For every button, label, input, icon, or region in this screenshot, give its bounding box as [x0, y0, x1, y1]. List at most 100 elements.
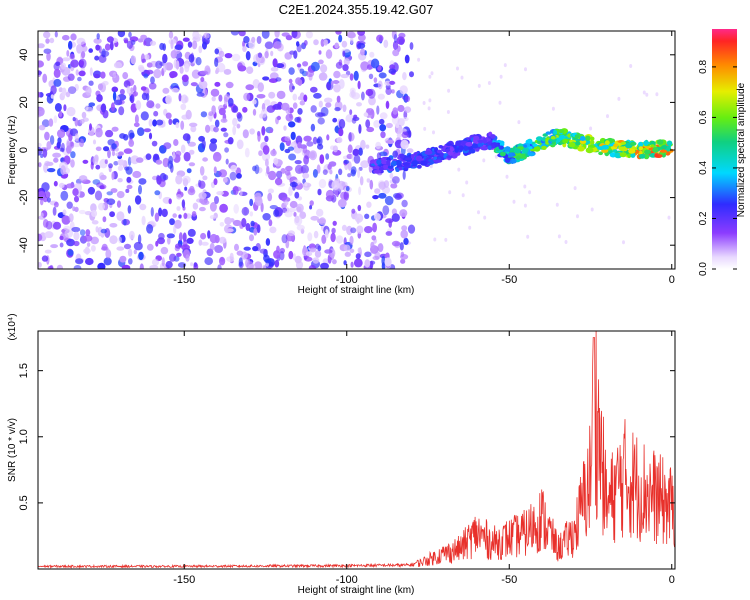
heatmap-cell: [261, 31, 270, 39]
heatmap-cell: [213, 178, 218, 186]
heatmap-cell: [44, 131, 50, 141]
heatmap-cell: [535, 136, 543, 141]
heatmap-cell: [264, 258, 272, 264]
heatmap-cell: [134, 114, 139, 124]
heatmap-cell: [149, 220, 156, 226]
heatmap-cell: [71, 226, 81, 233]
heatmap-cell: [289, 181, 298, 188]
heatmap-cell: [252, 99, 257, 105]
heatmap-cell: [303, 135, 312, 142]
heatmap-cell: [373, 169, 382, 174]
heatmap-cell: [346, 225, 353, 236]
heatmap-cell: [242, 45, 247, 53]
heatmap-cell: [528, 146, 533, 150]
heatmap-cell: [312, 136, 318, 145]
heatmap-cell: [155, 240, 159, 247]
heatmap-cell: [398, 32, 406, 39]
heatmap-cell: [214, 235, 220, 244]
heatmap-cell: [182, 133, 191, 142]
heatmap-cell: [202, 175, 208, 181]
heatmap-cell: [126, 85, 131, 95]
heatmap-cell: [604, 140, 610, 146]
heatmap-cell: [256, 36, 262, 44]
heatmap-cell: [400, 139, 409, 150]
heatmap-cell: [41, 182, 50, 192]
heatmap-cell: [67, 86, 77, 94]
heatmap-cell: [144, 54, 150, 61]
heatmap-cell: [38, 107, 45, 117]
heatmap-cell: [123, 218, 127, 226]
heatmap-cell: [381, 160, 388, 165]
heatmap-cell: [401, 131, 409, 139]
heatmap-cell: [195, 57, 202, 66]
heatmap-cell: [360, 139, 366, 150]
heatmap-cell: [428, 154, 435, 158]
heatmap-cell: [116, 191, 125, 199]
heatmap-cell: [472, 143, 478, 149]
heatmap-cell: [585, 147, 594, 154]
heatmap-cell: [294, 215, 300, 224]
heatmap-cell: [223, 132, 229, 138]
heatmap-cell: [59, 242, 64, 248]
heatmap-cell: [133, 122, 140, 128]
heatmap-cell: [242, 106, 248, 113]
heatmap-cell: [265, 238, 271, 246]
heatmap-cell: [232, 105, 239, 113]
heatmap-cell: [317, 188, 322, 196]
heatmap-cell: [532, 143, 538, 147]
heatmap-cell: [276, 170, 283, 179]
heatmap-cell: [123, 243, 132, 250]
heatmap-cell: [236, 173, 242, 179]
heatmap-cell: [241, 217, 247, 228]
heatmap-cell: [541, 145, 547, 150]
heatmap-cell: [106, 198, 116, 205]
y-tick-label: -20: [18, 190, 30, 206]
heatmap-cell: [267, 192, 273, 202]
heatmap-cell: [262, 145, 270, 155]
heatmap-cell: [343, 190, 350, 201]
heatmap-cell: [91, 210, 98, 217]
heatmap-cell: [378, 72, 387, 79]
heatmap-cell: [38, 43, 45, 49]
heatmap-cell: [307, 232, 313, 242]
heatmap-cell: [310, 61, 320, 72]
heatmap-cell: [279, 142, 285, 152]
heatmap-cell: [111, 171, 115, 181]
heatmap-cell: [122, 72, 129, 80]
heatmap-cell: [269, 128, 274, 133]
heatmap-cell: [175, 174, 183, 185]
heatmap-cell: [332, 145, 338, 153]
heatmap-cell: [166, 233, 175, 239]
heatmap-cell: [56, 264, 63, 269]
heatmap-cell: [504, 157, 511, 163]
heatmap-cell: [289, 82, 294, 93]
heatmap-cell: [40, 198, 44, 206]
heatmap-cell: [652, 147, 659, 153]
heatmap-cell: [224, 228, 234, 233]
heatmap-cell: [112, 72, 117, 79]
heatmap-cell: [66, 238, 76, 247]
spectrogram-plot: -150 -100 -50 0 -40 -20 0 20 40 Height of straig…: [7, 30, 676, 296]
heatmap-cell: [52, 221, 62, 230]
heatmap-cell: [137, 127, 145, 136]
heatmap-cell: [439, 152, 444, 157]
heatmap-cell: [41, 255, 49, 262]
heatmap-cell: [447, 88, 451, 93]
heatmap-cell: [446, 155, 453, 159]
heatmap-cell: [487, 81, 491, 85]
heatmap-cell: [111, 143, 117, 150]
heatmap-cell: [273, 41, 282, 49]
heatmap-cell: [111, 150, 116, 157]
heatmap-cell: [318, 50, 322, 55]
heatmap-cell: [178, 214, 182, 219]
heatmap-cell: [284, 210, 293, 218]
heatmap-cell: [292, 253, 296, 261]
heatmap-cell: [579, 136, 586, 141]
heatmap-cell: [461, 193, 465, 198]
heatmap-cell: [276, 115, 281, 121]
heatmap-cell: [460, 75, 464, 80]
heatmap-cell: [357, 80, 361, 90]
heatmap-cell: [268, 219, 273, 227]
y-tick-label: 20: [18, 96, 30, 108]
heatmap-cell: [186, 237, 194, 244]
